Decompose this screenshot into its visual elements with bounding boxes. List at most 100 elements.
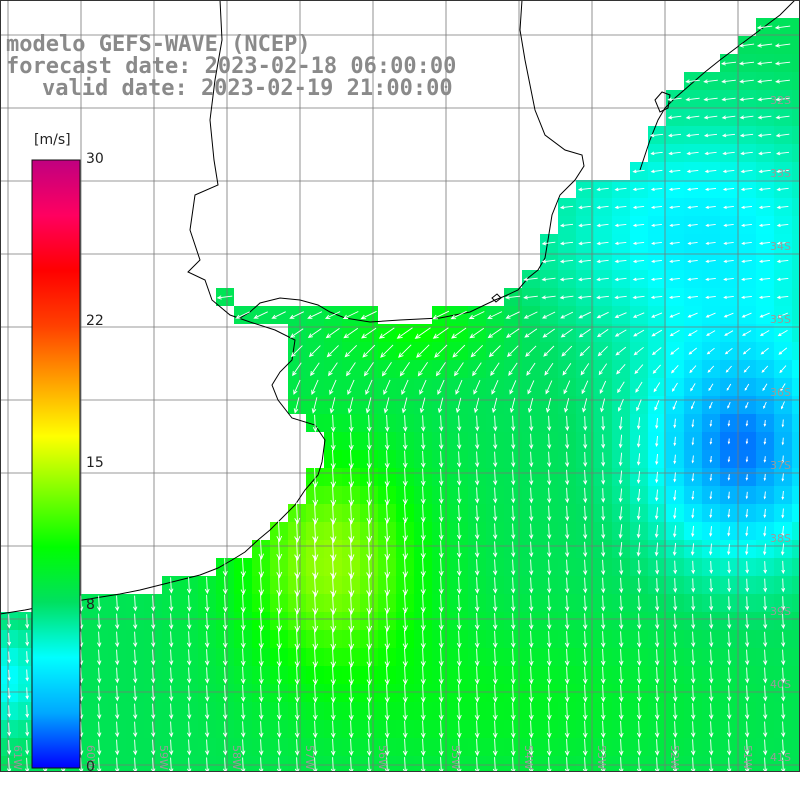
wind-arrow [564,595,570,612]
longitude-label: 54W [522,745,535,770]
wind-arrow [617,381,625,394]
wind-arrow [673,578,678,593]
wind-arrow [633,346,644,356]
wind-arrow [582,666,588,685]
wind-arrow [133,595,138,612]
wind-arrow [222,739,228,756]
wind-arrow [708,685,714,702]
wind-arrow [709,401,713,410]
wind-arrow [204,721,210,738]
wind-arrow [780,383,786,392]
wind-arrow [402,557,409,578]
wind-arrow [401,379,409,396]
wind-arrow [763,508,767,519]
wind-arrow [293,379,301,395]
wind-arrow [763,667,768,684]
wind-arrow [454,362,464,377]
wind-arrow [361,327,377,339]
wind-arrow [511,433,516,450]
wind-arrow [687,205,698,209]
wind-arrow [564,613,570,630]
wind-arrow [601,523,606,540]
wind-arrow [456,702,462,721]
wind-arrow [580,363,590,376]
wind-arrow [25,614,30,629]
wind-arrow [745,631,750,648]
wind-arrow [312,537,319,562]
wind-arrow [312,684,318,703]
wind-arrow [204,649,210,666]
wind-arrow [474,684,480,703]
wind-arrow [687,259,698,263]
wind-arrow [709,613,714,630]
longitude-label: 57W [303,745,316,770]
wind-arrow [457,415,462,432]
wind-arrow [781,757,786,772]
wind-arrow [564,666,570,685]
wind-arrow [547,523,552,540]
wind-arrow [709,419,713,428]
wind-arrow [383,379,391,396]
wind-speed-cell [792,252,800,270]
wind-arrow [690,685,696,702]
wind-arrow [366,450,372,469]
wind-arrow [618,757,624,772]
wind-arrow [745,491,749,500]
wind-speed-cell [792,324,800,342]
wind-arrow [7,669,11,682]
wind-arrow [745,596,750,611]
wind-arrow [724,330,734,336]
wind-arrow [690,757,696,772]
wind-arrow [330,555,337,580]
wind-arrow [617,399,624,412]
longitude-labels: 61W 60W 59W 58W 57W 56W 55W 54W 53W 52W 51W [11,745,754,770]
wind-arrow [347,379,355,396]
wind-arrow [670,365,679,374]
wind-arrow [346,362,356,377]
wind-arrow [687,223,698,227]
wind-arrow [420,720,426,739]
wind-arrow [289,328,304,338]
wind-arrow [673,613,678,630]
wind-arrow [473,397,480,414]
wind-arrow [686,151,699,156]
wind-speed-cell [792,270,800,288]
latitude-label: 34S [770,240,791,253]
wind-arrow [474,487,480,504]
wind-arrow [690,383,696,392]
latitude-label: 36S [770,386,791,399]
wind-arrow [709,438,713,445]
wind-arrow [294,610,301,633]
wind-arrow [690,667,696,684]
wind-arrow [579,345,591,357]
wind-arrow [169,649,174,666]
wind-arrow [600,613,606,630]
wind-arrow [652,364,661,374]
wind-arrow [25,722,30,737]
wind-arrow [7,614,12,629]
wind-arrow [258,557,265,578]
wind-arrow [151,649,156,666]
wind-arrow [763,401,767,409]
wind-arrow [636,488,641,503]
wind-arrow [756,25,773,30]
wind-arrow [600,666,606,685]
wind-arrow [564,684,570,703]
wind-arrow [420,648,426,667]
wind-arrow [708,739,714,756]
wind-arrow [456,522,462,541]
wind-arrow [271,311,286,319]
wind-speed-cell [792,612,800,630]
wind-arrow [402,647,408,668]
wind-arrow [348,555,355,580]
wind-arrow [672,703,678,720]
wind-arrow [115,649,120,666]
wind-arrow [775,151,790,156]
wind-speed-cell [792,504,800,522]
wind-arrow [582,684,588,703]
wind-arrow [781,739,786,756]
wind-arrow [366,665,372,686]
wind-arrow [597,346,608,357]
wind-arrow [565,415,570,432]
wind-arrow [636,435,641,448]
